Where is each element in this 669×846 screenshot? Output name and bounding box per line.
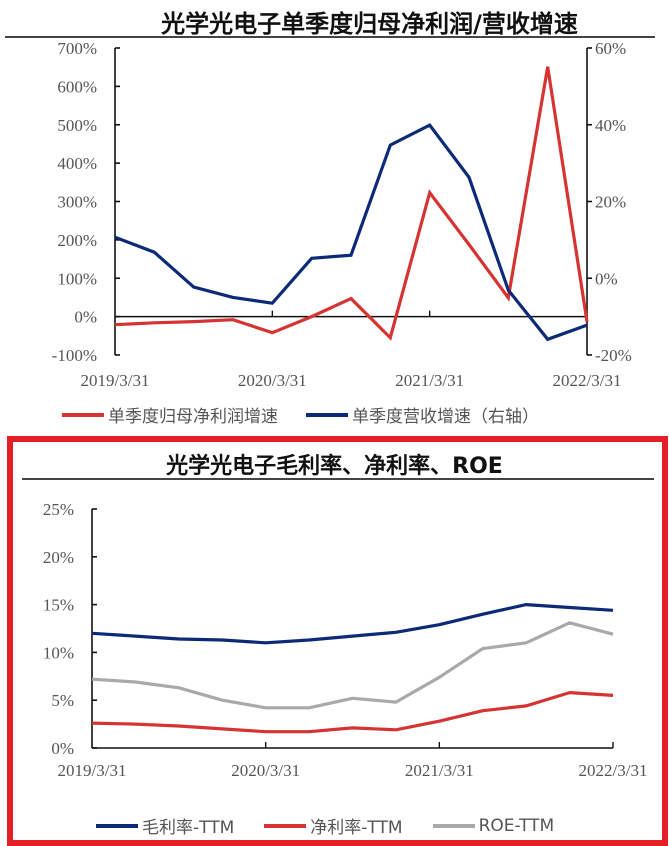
legend-swatch bbox=[62, 412, 104, 417]
chart1-series-net-profit-growth bbox=[114, 66, 589, 341]
legend-swatch bbox=[432, 823, 475, 828]
chart1-x-tick-label: 2019/3/31 bbox=[81, 371, 150, 390]
chart2-title-rule bbox=[22, 478, 654, 480]
chart1-right-tick-label: 20% bbox=[595, 193, 626, 212]
chart1-left-tick-label: 0% bbox=[74, 308, 97, 327]
chart2-x-tick-label: 2021/3/31 bbox=[405, 761, 474, 780]
chart2-x-tick-label: 2020/3/31 bbox=[231, 761, 300, 780]
chart2-legend-item: ROE-TTM bbox=[432, 815, 555, 836]
chart1-left-tick-label: -100% bbox=[52, 346, 97, 365]
legend-label: ROE-TTM bbox=[478, 815, 555, 836]
chart1-left-tick-label: 200% bbox=[57, 231, 97, 250]
legend-label: 单季度营收增速（右轴） bbox=[352, 407, 539, 427]
legend-label: 单季度归母净利润增速 bbox=[108, 407, 278, 427]
chart2-series-roe bbox=[91, 621, 614, 710]
chart1-series-revenue-growth bbox=[114, 123, 588, 342]
chart2-y-tick-label: 20% bbox=[43, 548, 74, 567]
chart2-x-tick-label: 2019/3/31 bbox=[58, 761, 127, 780]
chart2-series-net-margin bbox=[91, 690, 614, 734]
chart2-y-tick-label: 15% bbox=[43, 596, 74, 615]
chart1-left-tick-label: 100% bbox=[57, 269, 97, 288]
chart2-y-tick-label: 10% bbox=[43, 643, 74, 662]
chart1-title-rule bbox=[5, 36, 655, 38]
chart1-right-tick-label: 0% bbox=[595, 269, 618, 288]
chart2-x-tick-label: 2022/3/31 bbox=[579, 761, 648, 780]
chart2-y-tick-label: 5% bbox=[51, 691, 74, 710]
chart1-legend: 单季度归母净利润增速 单季度营收增速（右轴） bbox=[62, 402, 539, 427]
chart2-series-gross-margin bbox=[91, 602, 614, 645]
chart1-left-tick-label: 300% bbox=[57, 193, 97, 212]
legend-swatch bbox=[96, 823, 138, 828]
legend-label: 毛利率-TTM bbox=[142, 818, 235, 838]
chart1-right-tick-label: 40% bbox=[595, 116, 626, 135]
chart1-legend-item: 单季度归母净利润增速 bbox=[62, 402, 278, 427]
chart1-x-tick-label: 2022/3/31 bbox=[553, 371, 622, 390]
chart1-right-tick-label: -20% bbox=[595, 346, 632, 365]
chart2-legend-item: 毛利率-TTM bbox=[96, 813, 234, 838]
legend-swatch bbox=[264, 823, 307, 828]
chart1-left-tick-label: 700% bbox=[57, 39, 97, 58]
chart2-legend: 毛利率-TTM 净利率-TTM ROE-TTM bbox=[96, 813, 554, 838]
chart2-y-tick-label: 25% bbox=[43, 500, 74, 519]
chart1-left-tick-label: 400% bbox=[57, 154, 97, 173]
legend-label: 净利率-TTM bbox=[310, 818, 403, 838]
legend-swatch bbox=[306, 412, 348, 417]
chart1-x-tick-label: 2021/3/31 bbox=[395, 371, 464, 390]
chart1-left-tick-label: 500% bbox=[57, 116, 97, 135]
chart1-right-tick-label: 60% bbox=[595, 39, 626, 58]
chart1-left-tick-label: 600% bbox=[57, 77, 97, 96]
chart2-title: 光学光电子毛利率、净利率、ROE bbox=[166, 454, 503, 479]
chart2-legend-item: 净利率-TTM bbox=[264, 813, 403, 838]
chart2-y-tick-label: 0% bbox=[51, 739, 74, 758]
chart1-title: 光学光电子单季度归母净利润/营收增速 bbox=[161, 10, 578, 38]
chart1-x-tick-label: 2020/3/31 bbox=[238, 371, 307, 390]
chart1-legend-item: 单季度营收增速（右轴） bbox=[306, 402, 539, 427]
